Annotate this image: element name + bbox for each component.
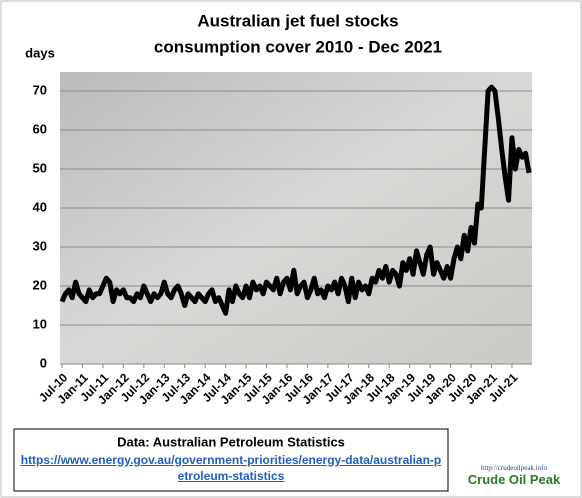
- y-tick-label: 40: [33, 199, 47, 214]
- logo-url: http://crudeoilpeak.info: [481, 464, 547, 472]
- y-tick-label: 0: [40, 355, 47, 370]
- source-box: [13, 428, 449, 492]
- source-title: Data: Australian Petroleum Statistics: [117, 434, 345, 449]
- logo: http://crudeoilpeak.info Crude Oil Peak: [452, 464, 576, 487]
- y-tick-label: 10: [33, 316, 47, 331]
- y-tick-label: 30: [33, 238, 47, 253]
- source-link[interactable]: https://www.energy.gov.au/government-pri…: [20, 453, 442, 483]
- y-tick-label: 60: [33, 121, 47, 136]
- y-tick-label: 20: [33, 277, 47, 292]
- plot-background: [60, 72, 532, 364]
- chart-subtitle: consumption cover 2010 - Dec 2021: [154, 37, 442, 56]
- logo-name: Crude Oil Peak: [467, 472, 561, 487]
- data-line: [59, 84, 532, 316]
- y-tick-label: 50: [33, 160, 47, 175]
- y-tick-label: 70: [33, 82, 47, 97]
- y-axis-label: days: [25, 45, 55, 60]
- chart-title: Australian jet fuel stocks: [197, 11, 398, 30]
